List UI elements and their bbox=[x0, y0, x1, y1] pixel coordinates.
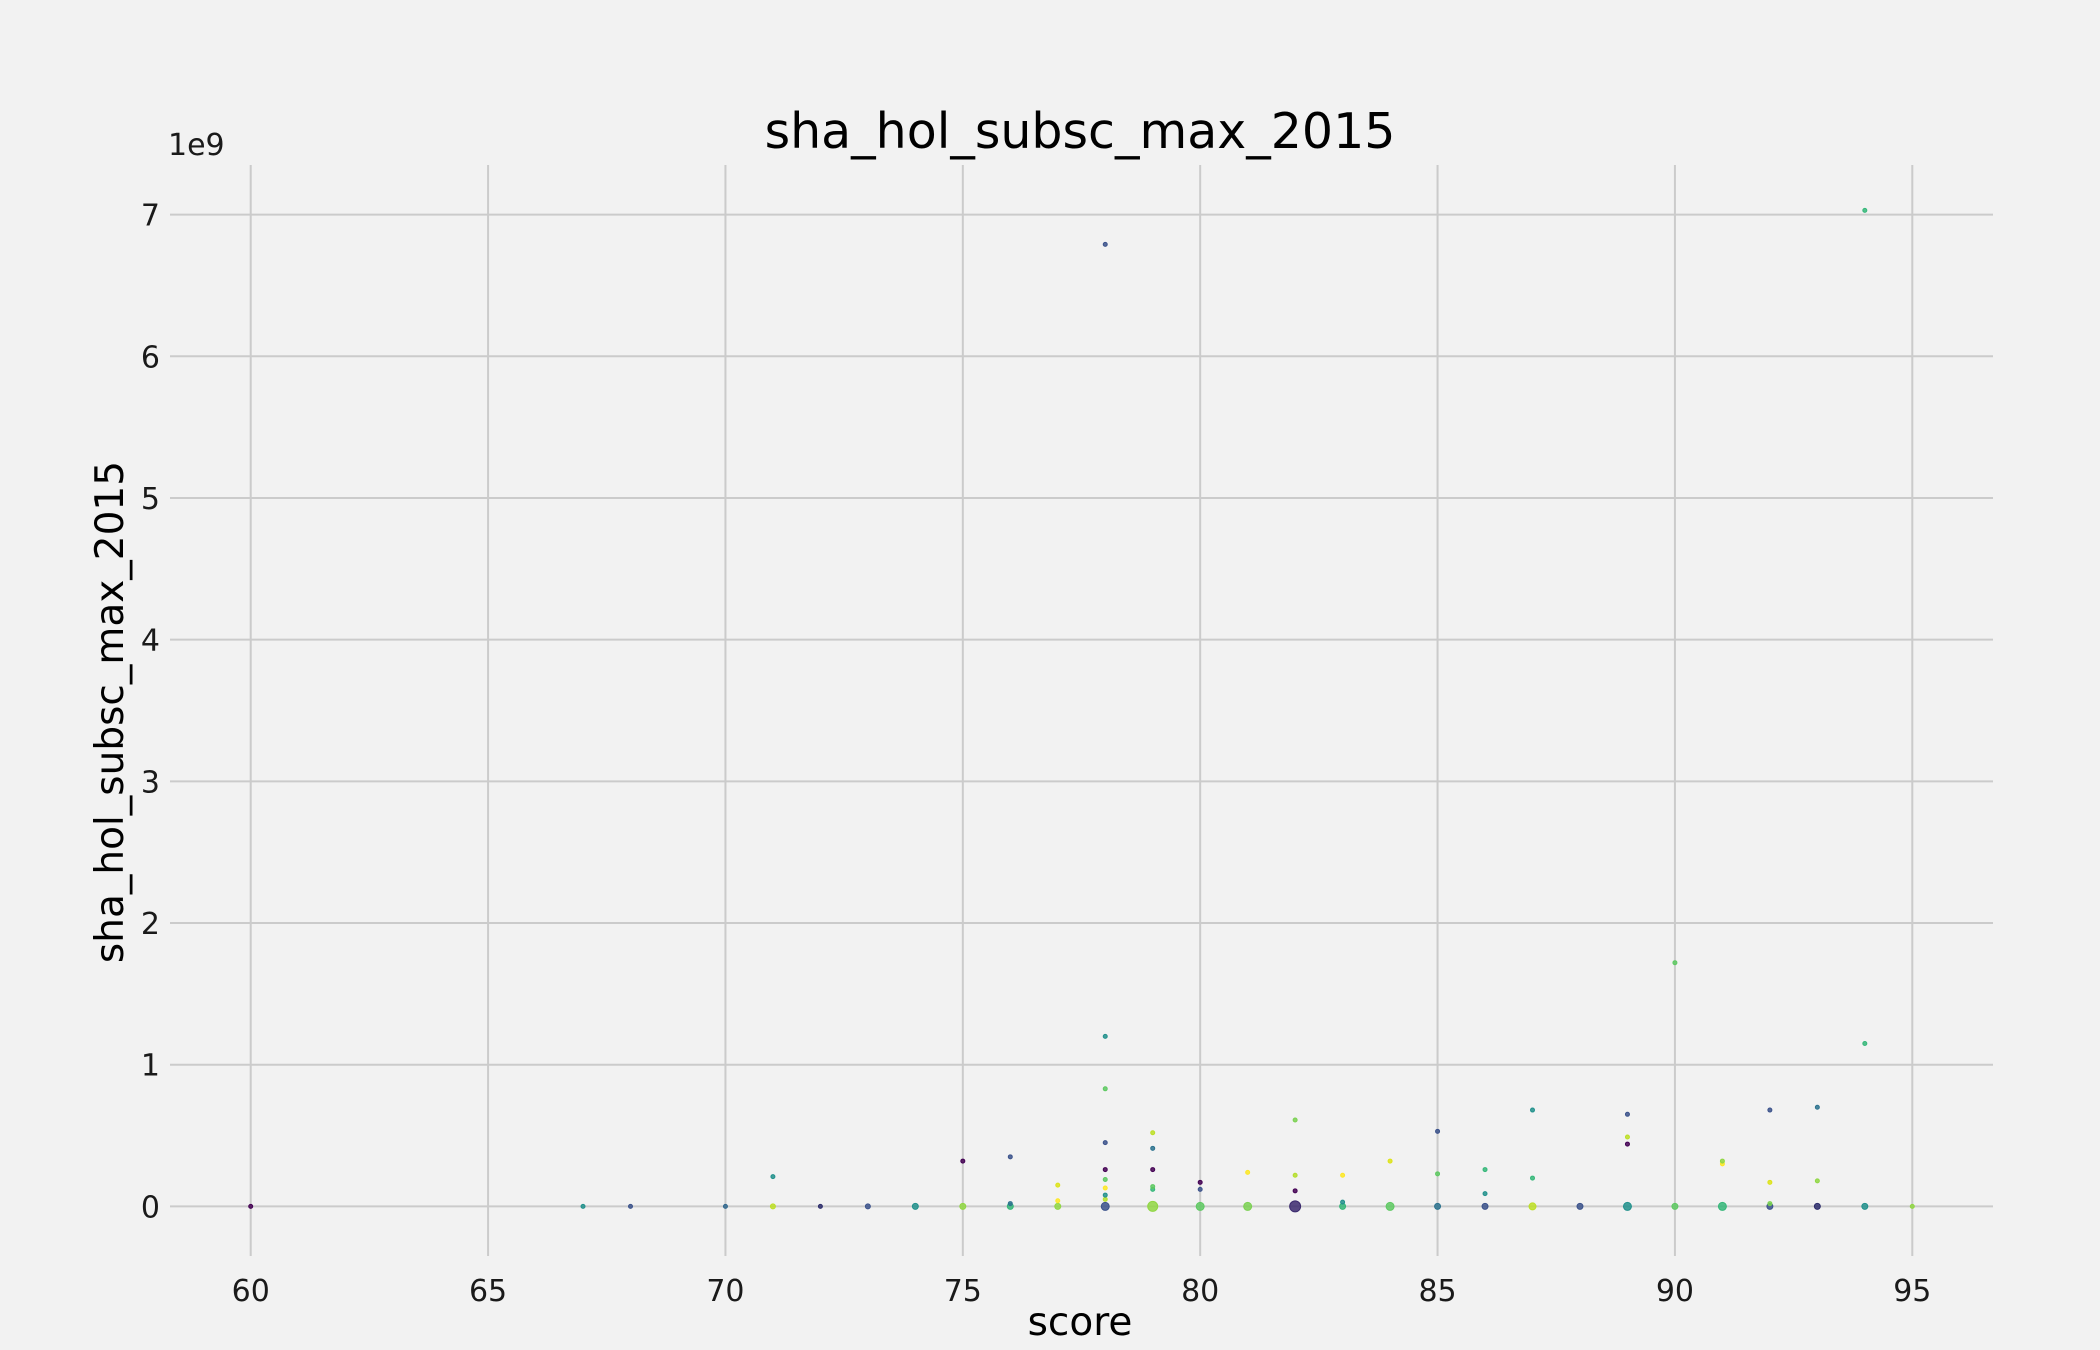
data-point-2 bbox=[627, 1203, 633, 1209]
data-point-75 bbox=[1862, 207, 1868, 213]
data-point-56 bbox=[1576, 1202, 1584, 1210]
data-point-76 bbox=[1909, 1203, 1915, 1209]
data-point-69 bbox=[1767, 1107, 1773, 1113]
data-point-30 bbox=[1150, 1167, 1156, 1173]
data-point-73 bbox=[1861, 1202, 1869, 1210]
data-point-17 bbox=[1100, 1201, 1110, 1211]
x-tick-label-3: 75 bbox=[944, 1274, 982, 1309]
data-point-32 bbox=[1150, 1130, 1156, 1136]
data-point-27 bbox=[1147, 1200, 1159, 1212]
data-point-41 bbox=[1292, 1117, 1298, 1123]
data-point-25 bbox=[1102, 1033, 1108, 1039]
y-tick-label-1: 1 bbox=[141, 1049, 160, 1084]
data-point-39 bbox=[1292, 1188, 1298, 1194]
data-point-10 bbox=[960, 1158, 966, 1164]
data-point-29 bbox=[1150, 1184, 1156, 1190]
data-point-48 bbox=[1435, 1171, 1441, 1177]
x-tick-label-0: 60 bbox=[232, 1274, 270, 1309]
data-point-12 bbox=[1007, 1201, 1013, 1207]
data-point-59 bbox=[1624, 1134, 1630, 1140]
data-point-71 bbox=[1814, 1178, 1820, 1184]
y-tick-label-3: 3 bbox=[141, 765, 160, 800]
data-point-13 bbox=[1007, 1154, 1013, 1160]
x-tick-label-2: 70 bbox=[706, 1274, 744, 1309]
data-point-26 bbox=[1102, 241, 1108, 247]
data-point-58 bbox=[1624, 1141, 1630, 1147]
data-point-46 bbox=[1387, 1158, 1393, 1164]
data-point-21 bbox=[1102, 1176, 1108, 1182]
x-tick-label-7: 95 bbox=[1893, 1274, 1931, 1309]
data-point-5 bbox=[770, 1174, 776, 1180]
data-point-16 bbox=[1055, 1182, 1061, 1188]
data-point-68 bbox=[1767, 1179, 1773, 1185]
y-tick-label-5: 5 bbox=[141, 482, 160, 517]
data-point-70 bbox=[1813, 1202, 1821, 1210]
data-point-37 bbox=[1245, 1169, 1251, 1175]
data-point-9 bbox=[959, 1202, 967, 1210]
data-point-55 bbox=[1530, 1107, 1536, 1113]
data-point-44 bbox=[1340, 1172, 1346, 1178]
data-point-31 bbox=[1150, 1145, 1156, 1151]
data-point-22 bbox=[1102, 1167, 1108, 1173]
x-tick-label-5: 85 bbox=[1418, 1274, 1456, 1309]
data-point-62 bbox=[1672, 960, 1678, 966]
data-point-1 bbox=[580, 1203, 586, 1209]
chart-title: sha_hol_subsc_max_2015 bbox=[765, 103, 1396, 160]
data-point-43 bbox=[1340, 1199, 1346, 1205]
data-point-18 bbox=[1102, 1196, 1108, 1202]
data-point-7 bbox=[864, 1203, 871, 1210]
data-point-20 bbox=[1102, 1185, 1108, 1191]
data-point-3 bbox=[722, 1203, 728, 1209]
data-point-34 bbox=[1197, 1186, 1203, 1192]
x-tick-label-1: 65 bbox=[469, 1274, 507, 1309]
data-point-52 bbox=[1482, 1167, 1488, 1173]
data-point-54 bbox=[1530, 1175, 1536, 1181]
data-point-35 bbox=[1197, 1179, 1203, 1185]
data-point-67 bbox=[1767, 1201, 1773, 1207]
data-point-0 bbox=[248, 1203, 254, 1209]
data-point-33 bbox=[1195, 1201, 1205, 1211]
data-point-19 bbox=[1102, 1192, 1108, 1198]
y-tick-label-7: 7 bbox=[141, 199, 160, 234]
data-point-15 bbox=[1055, 1198, 1061, 1204]
data-point-45 bbox=[1385, 1201, 1395, 1211]
data-point-63 bbox=[1717, 1201, 1727, 1211]
x-tick-label-6: 90 bbox=[1656, 1274, 1694, 1309]
data-point-61 bbox=[1671, 1202, 1679, 1210]
data-point-14 bbox=[1054, 1202, 1062, 1210]
y-tick-label-0: 0 bbox=[141, 1190, 160, 1225]
data-point-4 bbox=[769, 1203, 776, 1210]
data-point-23 bbox=[1102, 1140, 1108, 1146]
grid bbox=[170, 165, 1993, 1256]
data-point-74 bbox=[1862, 1040, 1868, 1046]
x-tick-labels: 60 65 70 75 80 85 90 95 bbox=[232, 1274, 1932, 1309]
data-point-57 bbox=[1622, 1201, 1632, 1211]
y-tick-label-2: 2 bbox=[141, 907, 160, 942]
data-point-40 bbox=[1292, 1172, 1298, 1178]
data-point-8 bbox=[911, 1202, 919, 1210]
data-point-53 bbox=[1528, 1202, 1537, 1211]
data-points bbox=[248, 207, 1915, 1213]
data-point-36 bbox=[1243, 1201, 1253, 1211]
x-tick-label-4: 80 bbox=[1181, 1274, 1219, 1309]
data-point-51 bbox=[1482, 1191, 1488, 1197]
y-axis-title: sha_hol_subsc_max_2015 bbox=[88, 461, 133, 963]
x-axis-title: score bbox=[1028, 1300, 1133, 1345]
y-scale-label: 1e9 bbox=[168, 128, 225, 163]
data-point-38 bbox=[1289, 1200, 1302, 1213]
data-point-65 bbox=[1719, 1158, 1725, 1164]
data-point-49 bbox=[1435, 1128, 1441, 1134]
data-point-6 bbox=[817, 1203, 823, 1209]
data-point-47 bbox=[1434, 1202, 1442, 1210]
y-tick-label-4: 4 bbox=[141, 624, 160, 659]
y-tick-label-6: 6 bbox=[141, 340, 160, 375]
data-point-60 bbox=[1624, 1111, 1630, 1117]
y-tick-labels: 0 1 2 3 4 5 6 7 bbox=[141, 199, 160, 1226]
data-point-50 bbox=[1481, 1202, 1489, 1210]
data-point-24 bbox=[1102, 1086, 1108, 1092]
data-point-72 bbox=[1814, 1104, 1820, 1110]
